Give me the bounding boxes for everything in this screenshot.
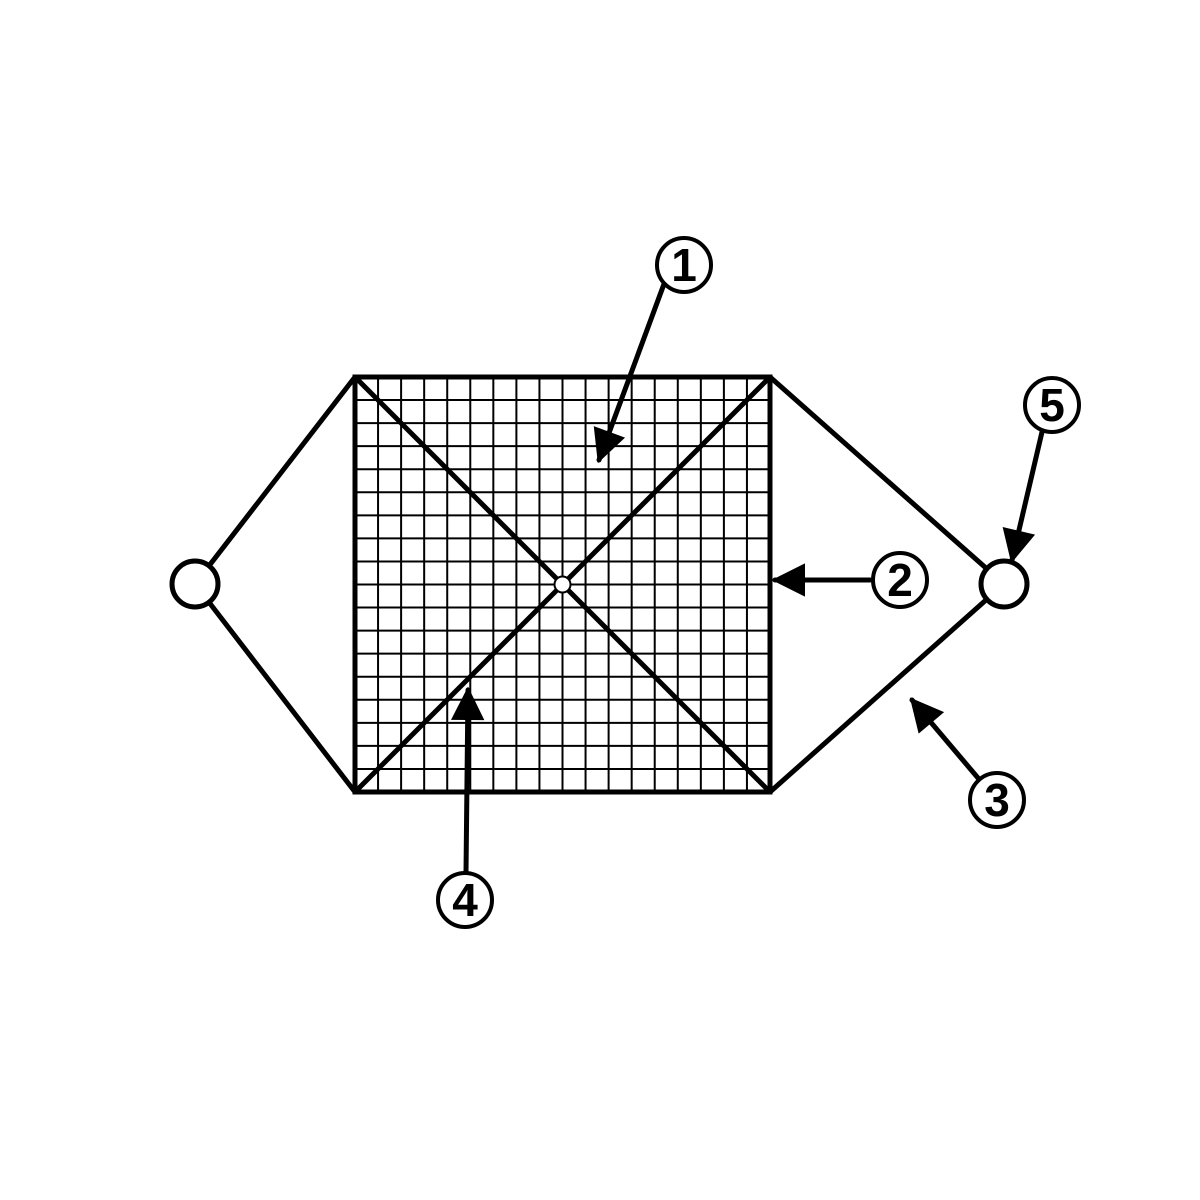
center-hub (555, 577, 571, 593)
callout-label-1: 1 (671, 239, 697, 291)
left-ring (172, 561, 218, 607)
right-ring (981, 561, 1027, 607)
callout-4: 4 (438, 690, 492, 927)
callout-label-3: 3 (984, 774, 1010, 826)
callout-label-4: 4 (452, 874, 478, 926)
callout-3: 3 (912, 700, 1024, 827)
callout-label-5: 5 (1039, 379, 1065, 431)
grid-net (355, 377, 770, 792)
callout-5: 5 (1012, 378, 1079, 560)
callout-2: 2 (775, 553, 927, 607)
net-diagram: 1 2 3 4 5 (0, 0, 1200, 1200)
callout-label-2: 2 (887, 554, 913, 606)
